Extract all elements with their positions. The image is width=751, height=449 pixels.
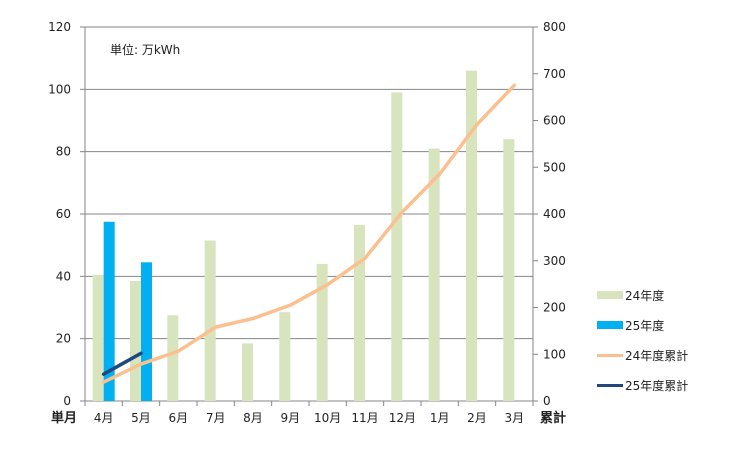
bar-24年度 [316, 263, 328, 401]
bar-24年度 [130, 281, 141, 401]
x-tick-label: 6月 [169, 411, 189, 425]
bar-24年度 [503, 139, 515, 401]
unit-label: 単位: 万kWh [110, 43, 181, 57]
bar-24年度 [466, 70, 477, 401]
x-tick-label: 4月 [94, 411, 114, 425]
bar-24年度 [279, 312, 291, 401]
legend-item: 25年度 [597, 310, 688, 340]
legend-item: 24年度 [597, 280, 688, 310]
bar-24年度 [428, 148, 440, 401]
legend-label: 25年度累計 [625, 378, 689, 393]
left-tick-label: 20 [56, 332, 71, 346]
bar-24年度 [354, 224, 365, 401]
x-tick-label: 2月 [467, 411, 487, 425]
legend-label: 25年度 [625, 318, 665, 333]
right-tick-label: 100 [543, 347, 566, 361]
x-tick-label: 10月 [314, 411, 341, 425]
left-tick-label: 0 [63, 394, 71, 408]
bar-24年度 [391, 92, 403, 401]
legend-line-swatch [597, 353, 623, 357]
right-axis-title: 累計 [540, 410, 566, 426]
left-tick-label: 120 [48, 20, 71, 34]
legend-item: 24年度累計 [597, 340, 688, 370]
x-tick-label: 9月 [281, 411, 301, 425]
bar-25年度 [103, 221, 115, 401]
x-tick-label: 8月 [243, 411, 263, 425]
x-tick-label: 5月 [131, 411, 151, 425]
x-tick-label: 1月 [430, 411, 450, 425]
right-tick-label: 700 [543, 67, 566, 81]
bar-24年度 [167, 315, 179, 401]
left-tick-label: 80 [56, 145, 71, 159]
left-tick-label: 60 [56, 207, 71, 221]
legend: 24年度 25年度 24年度累計 25年度累計 [597, 280, 688, 400]
x-tick-label: 11月 [351, 411, 378, 425]
right-tick-label: 400 [543, 207, 566, 221]
right-tick-label: 300 [543, 254, 566, 268]
right-tick-label: 600 [543, 114, 566, 128]
legend-bar-swatch [597, 321, 623, 329]
right-tick-label: 800 [543, 20, 566, 34]
x-tick-label: 12月 [389, 411, 416, 425]
x-tick-label: 7月 [206, 411, 226, 425]
legend-item: 25年度累計 [597, 370, 688, 400]
line-25年度累計 [101, 351, 143, 376]
line-24年度累計 [101, 83, 517, 384]
legend-line-swatch [597, 383, 623, 387]
left-tick-label: 100 [48, 82, 71, 96]
bar-24年度 [92, 274, 104, 401]
right-tick-label: 500 [543, 160, 566, 174]
right-tick-label: 0 [543, 394, 551, 408]
right-tick-label: 200 [543, 301, 566, 315]
bar-24年度 [204, 240, 216, 401]
bar-25年度 [141, 262, 152, 401]
legend-bar-swatch [597, 291, 623, 299]
legend-label: 24年度 [625, 288, 665, 303]
legend-label: 24年度累計 [625, 348, 689, 363]
x-tick-label: 3月 [505, 411, 525, 425]
left-axis-title: 単月 [51, 410, 77, 426]
bar-24年度 [242, 343, 253, 401]
left-tick-label: 40 [56, 269, 71, 283]
